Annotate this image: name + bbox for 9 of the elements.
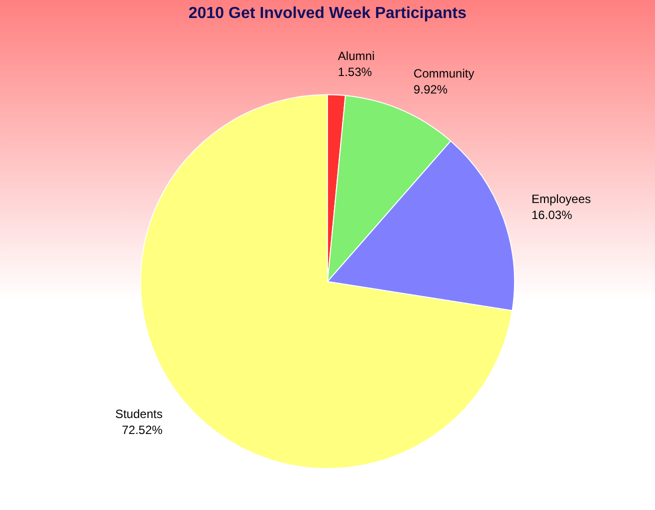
data-label: 1.53% [338, 65, 372, 80]
data-label: 9.92% [414, 82, 448, 97]
data-label: 16.03% [532, 208, 573, 222]
chart-title: 2010 Get Involved Week Participants [188, 5, 467, 22]
data-label: 72.52% [122, 422, 163, 437]
slice-label: Employees [532, 192, 591, 206]
slice-label: Community [414, 66, 474, 81]
slice-label: Students [115, 406, 163, 421]
slice-label: Alumni [338, 49, 375, 64]
